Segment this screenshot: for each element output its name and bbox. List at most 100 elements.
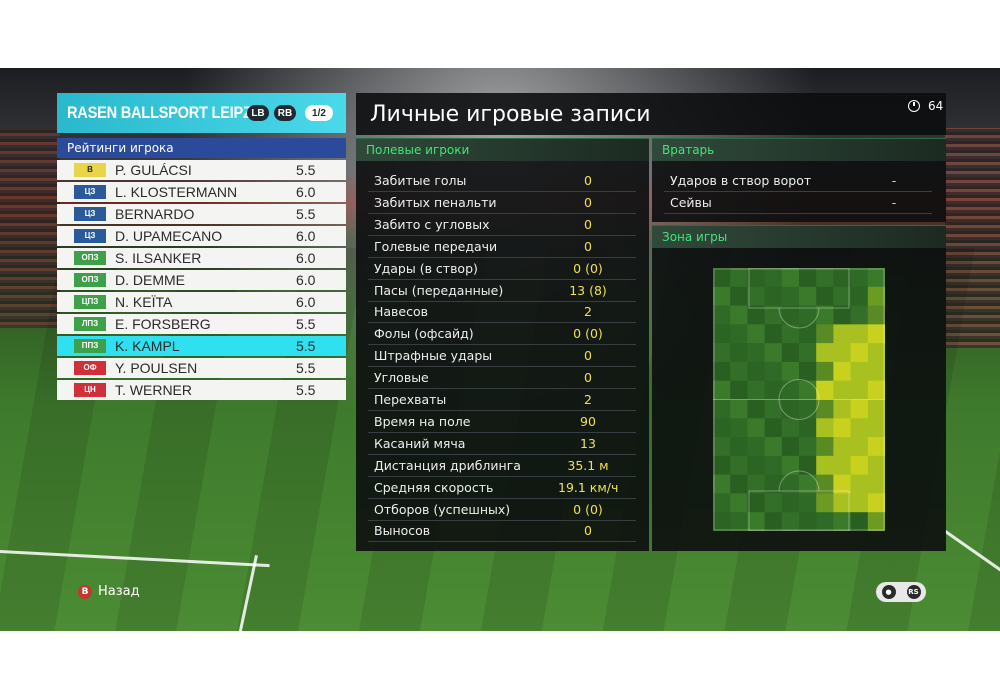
stat-value: 0 [584, 348, 592, 364]
stat-row: Угловые 0 [368, 367, 636, 390]
stat-row: Удары (в створ) 0 (0) [368, 258, 636, 280]
stat-label: Угловые [374, 370, 429, 386]
player-row[interactable]: ОПЗ D. DEMME 6.0 [57, 270, 346, 290]
player-rating: 6.0 [296, 272, 316, 288]
page-indicator: 1/2 [305, 105, 333, 121]
stat-label: Выносов [374, 523, 431, 539]
stat-label: Штрафные удары [374, 348, 493, 364]
player-name: K. KAMPL [115, 338, 180, 354]
stat-row: Пасы (переданные) 13 (8) [368, 280, 636, 302]
zone-title: Зона игры [662, 230, 728, 244]
stat-value: 2 [584, 392, 592, 407]
stat-row: Забито с угловых 0 [368, 214, 636, 236]
player-rating: 6.0 [296, 228, 316, 244]
position-badge: ЛПЗ [74, 317, 106, 331]
play-zone-heatmap [713, 268, 885, 531]
stat-label: Забито с угловых [374, 216, 490, 232]
stat-value: 19.1 км/ч [558, 479, 619, 495]
stat-label: Сейвы [670, 195, 712, 210]
player-row[interactable]: ЛПЗ E. FORSBERG 5.5 [57, 314, 346, 334]
stat-label: Время на поле [374, 413, 471, 429]
stat-row: Дистанция дриблинга 35.1 м [368, 455, 636, 477]
player-row[interactable]: ОФ Y. POULSEN 5.5 [57, 358, 346, 378]
position-badge: ЦЗ [74, 207, 106, 221]
stat-label: Ударов в створ ворот [670, 173, 812, 188]
rs-icon: RS [906, 585, 921, 599]
team-name: RASEN BALLSPORT LEIPZIG [67, 103, 267, 122]
stat-label: Средняя скорость [374, 479, 494, 495]
position-badge: ОФ [74, 361, 106, 375]
timer-value: 64 [928, 99, 944, 113]
team-header: RASEN BALLSPORT LEIPZIG LB RB 1/2 [57, 93, 346, 133]
stat-value: 0 [584, 523, 592, 539]
goalkeeper-title: Вратарь [662, 143, 715, 157]
stat-value: 35.1 м [567, 457, 609, 473]
stadium-crowd-right [945, 128, 1000, 348]
field-players-title: Полевые игроки [366, 143, 470, 157]
position-badge: ОПЗ [74, 251, 106, 265]
player-name: E. FORSBERG [115, 316, 211, 332]
stat-value: 0 (0) [573, 260, 603, 276]
player-name: P. GULÁCSI [115, 162, 192, 178]
stat-label: Дистанция дриблинга [374, 457, 521, 473]
stat-label: Навесов [374, 304, 429, 320]
stat-row: Средняя скорость 19.1 км/ч [368, 477, 636, 499]
player-name: S. ILSANKER [115, 250, 202, 266]
player-rating: 6.0 [296, 294, 316, 310]
player-name: D. DEMME [115, 272, 185, 288]
stat-value: 0 [584, 370, 592, 386]
player-row[interactable]: ЦЗ L. KLOSTERMANN 6.0 [57, 182, 346, 202]
clock-icon [908, 100, 920, 112]
controller-hints[interactable]: ● RS [876, 582, 926, 602]
field-players-header: Полевые игроки [356, 138, 649, 161]
stat-row: Забитых пенальти 0 [368, 192, 636, 214]
position-badge: ЦЗ [74, 185, 106, 199]
stat-value: 0 [584, 173, 592, 188]
player-name: N. KEÏTA [115, 294, 173, 310]
rb-button[interactable]: RB [274, 105, 296, 121]
player-row[interactable]: ЦЗ D. UPAMECANO 6.0 [57, 226, 346, 246]
stat-row: Фолы (офсайд) 0 (0) [368, 323, 636, 346]
game-screen: RASEN BALLSPORT LEIPZIG LB RB 1/2 Рейтин… [0, 68, 1000, 631]
goalkeeper-header: Вратарь [652, 138, 946, 161]
position-badge: В [74, 163, 106, 177]
player-row[interactable]: ЦЗ BERNARDO 5.5 [57, 204, 346, 224]
stat-value: 0 (0) [573, 326, 603, 342]
player-row[interactable]: ППЗ K. KAMPL 5.5 [57, 336, 346, 356]
stat-row: Перехваты 2 [368, 389, 636, 411]
player-rating: 5.5 [296, 360, 316, 376]
zone-header: Зона игры [652, 225, 946, 248]
match-timer: 64 [904, 96, 946, 116]
stat-row: Штрафные удары 0 [368, 345, 636, 368]
stat-value: 0 [584, 194, 592, 210]
player-row[interactable]: ЦПЗ N. KEÏTA 6.0 [57, 292, 346, 312]
back-button[interactable]: B Назад [78, 584, 140, 599]
stat-value: 13 [580, 435, 596, 451]
position-badge: ОПЗ [74, 273, 106, 287]
gk-stat-row: Сейвы - [664, 192, 932, 214]
player-rating: 5.5 [296, 316, 316, 332]
player-rating: 5.5 [296, 162, 316, 178]
stat-label: Касаний мяча [374, 435, 466, 451]
page-title: Личные игровые записи [370, 102, 651, 127]
lb-button[interactable]: LB [247, 105, 269, 121]
stat-row: Касаний мяча 13 [368, 433, 636, 455]
player-rating: 6.0 [296, 250, 316, 266]
player-rating: 5.5 [296, 382, 316, 398]
stat-row: Голевые передачи 0 [368, 236, 636, 258]
stat-value: 90 [580, 413, 596, 429]
player-row[interactable]: ЦН T. WERNER 5.5 [57, 380, 346, 400]
player-name: Y. POULSEN [115, 360, 198, 376]
stat-value: 0 [584, 238, 592, 254]
stat-label: Фолы (офсайд) [374, 326, 474, 342]
player-row[interactable]: В P. GULÁCSI 5.5 [57, 160, 346, 180]
stat-value: 2 [584, 304, 592, 320]
player-name: L. KLOSTERMANN [115, 184, 238, 200]
player-name: T. WERNER [115, 382, 192, 398]
stat-row: Выносов 0 [368, 520, 636, 543]
player-rating: 5.5 [296, 206, 316, 222]
b-button-icon: B [78, 584, 92, 599]
player-row[interactable]: ОПЗ S. ILSANKER 6.0 [57, 248, 346, 268]
stat-label: Забитых пенальти [374, 194, 497, 210]
stat-label: Перехваты [374, 392, 447, 407]
